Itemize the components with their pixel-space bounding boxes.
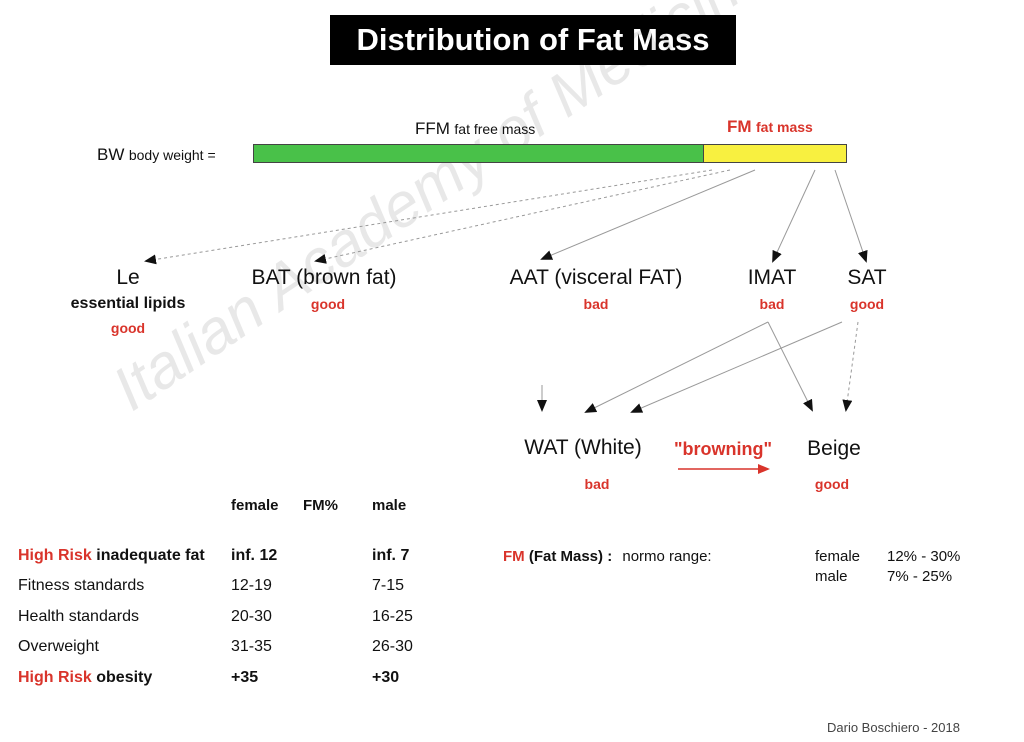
le-name: Le: [116, 266, 140, 289]
fm-full: fat mass: [756, 119, 813, 135]
bw-abbr: BW: [97, 145, 125, 164]
sat-rating: good: [849, 296, 885, 312]
header-fm-percent: FM%: [303, 497, 338, 514]
row-label: obesity: [96, 669, 153, 686]
arrow-to-le: [144, 169, 713, 265]
arrow-to-aat: [540, 169, 756, 260]
table-cell-female: inf. 12: [231, 547, 278, 564]
bw-full: body weight =: [128, 147, 216, 163]
arrow-sat-to-beige: [842, 321, 859, 412]
imat-rating: bad: [759, 296, 785, 312]
table-cell-female: +35: [231, 669, 259, 686]
table-cell-female: 20-30: [231, 608, 272, 625]
row-label: inadequate fat: [96, 547, 205, 564]
risk-tag: High Risk: [18, 547, 92, 564]
fm-label: FM fat mass: [727, 117, 813, 137]
fm-segment: [703, 145, 846, 162]
normo-male-range: 7% - 25%: [887, 568, 953, 585]
ffm-segment: [254, 145, 704, 162]
normo-female-range: 12% - 30%: [887, 548, 961, 565]
imat-name: IMAT: [747, 266, 797, 289]
arrow-to-sat: [834, 169, 868, 263]
aat-name: AAT (visceral FAT): [509, 266, 683, 289]
arrow-to-imat: [772, 169, 816, 263]
normo-label: normo range:: [622, 548, 712, 565]
bat-rating: good: [310, 296, 346, 312]
table-cell-male: 7-15: [372, 577, 405, 594]
arrow-imat-to-wat: [584, 321, 769, 413]
beige-rating: good: [814, 476, 850, 492]
table-cell-female: 31-35: [231, 638, 272, 655]
sat-name: SAT: [847, 266, 887, 289]
bw-label: BW body weight =: [97, 145, 216, 165]
le-rating: good: [110, 320, 146, 336]
bat-name: BAT (brown fat): [251, 266, 397, 289]
table-row-label: High Risk obesity: [18, 669, 152, 687]
table-row-label: High Risk inadequate fat: [18, 547, 205, 565]
wat-name: WAT (White): [524, 436, 642, 459]
normo-fm-full: (Fat Mass) :: [528, 548, 613, 565]
normo-male-label: male: [815, 568, 848, 585]
fm-abbr: FM: [727, 117, 752, 136]
table-row-label: Fitness standards: [18, 577, 145, 594]
body-weight-bar: [253, 144, 847, 163]
arrow-to-bat: [314, 169, 731, 264]
table-cell-male: 16-25: [372, 608, 413, 625]
aat-rating: bad: [583, 296, 609, 312]
table-cell-male: +30: [372, 669, 400, 686]
credit: Dario Boschiero - 2018: [827, 720, 960, 735]
page-title: Distribution of Fat Mass: [330, 15, 736, 65]
table-row-label: Health standards: [18, 608, 139, 625]
table-cell-male: inf. 7: [372, 547, 410, 564]
browning-label: "browning": [673, 439, 773, 459]
risk-tag: High Risk: [18, 669, 92, 686]
arrow-sat-to-wat: [630, 321, 843, 413]
table-cell-male: 26-30: [372, 638, 413, 655]
header-male: male: [372, 497, 407, 514]
ffm-full: fat free mass: [454, 121, 536, 137]
table-row-label: Overweight: [18, 638, 99, 655]
table-cell-female: 12-19: [231, 577, 272, 594]
le-desc: essential lipids: [70, 295, 186, 312]
normo-female-label: female: [815, 548, 861, 565]
ffm-label: FFM fat free mass: [415, 119, 535, 139]
beige-name: Beige: [807, 437, 861, 460]
ffm-abbr: FFM: [415, 119, 450, 138]
normo-fm: FM: [503, 548, 525, 565]
normo-range-label: FM (Fat Mass) : normo range:: [503, 548, 712, 565]
arrow-imat-to-beige: [767, 321, 813, 412]
wat-rating: bad: [584, 476, 610, 492]
header-female: female: [231, 497, 279, 514]
